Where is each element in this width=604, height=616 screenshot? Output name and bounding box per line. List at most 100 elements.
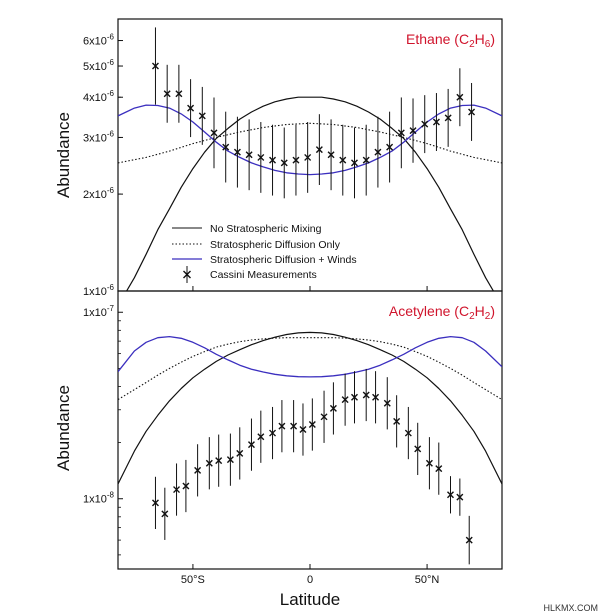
measurement-marker xyxy=(215,457,223,465)
ethane-measurements xyxy=(151,27,476,199)
measurement-point xyxy=(393,395,401,448)
legend-label-diffusion-only: Stratospheric Diffusion Only xyxy=(210,239,341,251)
measurement-point xyxy=(299,403,307,456)
measurement-marker xyxy=(446,491,454,499)
measurement-marker xyxy=(290,422,298,430)
measurement-marker xyxy=(182,482,190,490)
measurement-marker xyxy=(187,104,195,112)
measurement-point xyxy=(362,368,370,422)
measurement-point xyxy=(409,98,417,163)
acetylene-panel-title: Acetylene (C2H2) xyxy=(389,303,495,322)
y-tick-label: 5x10-6 xyxy=(83,58,115,73)
legend-label-diffusion-winds: Stratospheric Diffusion + Winds xyxy=(210,254,357,266)
series-no_mixing xyxy=(125,96,495,291)
measurement-point xyxy=(383,377,391,430)
legend: No Stratospheric Mixing Stratospheric Di… xyxy=(172,223,357,283)
measurement-marker xyxy=(173,486,181,494)
measurement-marker xyxy=(236,449,244,457)
measurement-point xyxy=(444,88,452,147)
legend-swatch-measurements xyxy=(183,266,191,283)
ethane-panel: 1x10-6 2x10-6 3x10-6 4x10-6 5x10-6 6x10-6 Eth… xyxy=(54,18,503,298)
measurement-point xyxy=(210,97,218,169)
measurement-marker xyxy=(280,159,288,167)
measurement-point xyxy=(315,114,323,186)
measurement-marker xyxy=(397,129,405,137)
measurement-point xyxy=(308,398,316,451)
measurement-point xyxy=(257,122,265,193)
measurement-marker xyxy=(151,62,159,70)
measurement-marker xyxy=(210,129,218,137)
measurement-marker xyxy=(329,404,337,412)
measurement-point xyxy=(435,442,443,495)
measurement-marker xyxy=(414,445,422,453)
measurement-point xyxy=(456,68,464,127)
measurement-point xyxy=(163,64,171,123)
measurement-marker xyxy=(304,153,312,161)
measurement-marker xyxy=(163,90,171,98)
measurement-point xyxy=(222,111,230,183)
legend-label-measurements: Cassini Measurements xyxy=(210,269,317,281)
measurement-point xyxy=(456,478,464,516)
measurement-marker xyxy=(161,510,169,518)
measurement-marker xyxy=(257,153,265,161)
measurement-point xyxy=(161,487,169,540)
measurement-point xyxy=(397,97,405,169)
measurement-marker xyxy=(198,112,206,120)
measurement-marker xyxy=(435,465,443,473)
measurement-point xyxy=(198,86,206,145)
y-tick-label: 3x10-6 xyxy=(83,129,115,144)
measurement-marker xyxy=(350,159,358,167)
measurement-point xyxy=(278,400,286,453)
measurement-point xyxy=(446,476,454,514)
measurement-point xyxy=(320,390,328,443)
measurement-marker xyxy=(456,93,464,101)
series-diffusion_winds xyxy=(118,104,502,176)
measurement-marker xyxy=(269,429,277,437)
y-tick-label: 4x10-6 xyxy=(83,89,115,104)
y-tick-label: 1x10-8 xyxy=(83,491,115,506)
measurement-marker xyxy=(320,413,328,421)
acetylene-x-ticks: 50°S 0 50°N xyxy=(181,564,439,586)
y-tick-label: 6x10-6 xyxy=(83,33,115,48)
measurement-point xyxy=(194,444,202,497)
measurement-point xyxy=(257,410,265,463)
x-axis-title: Latitude xyxy=(280,590,341,609)
measurement-point xyxy=(304,122,312,193)
measurement-point xyxy=(350,127,358,199)
measurement-point xyxy=(245,119,253,191)
measurement-point xyxy=(182,459,190,513)
ethane-y-axis-title: Abundance xyxy=(54,112,73,198)
measurement-point xyxy=(173,463,181,516)
measurement-point xyxy=(341,373,349,426)
measurement-marker xyxy=(233,148,241,156)
measurement-marker xyxy=(465,536,473,544)
x-tick-label: 0 xyxy=(307,574,313,586)
measurement-marker xyxy=(194,466,202,474)
measurement-point xyxy=(350,371,358,424)
measurement-marker xyxy=(315,146,323,154)
measurement-marker xyxy=(245,151,253,159)
measurement-point xyxy=(327,119,335,191)
measurement-marker xyxy=(308,421,316,429)
measurement-point xyxy=(269,124,277,196)
x-tick-label: 50°N xyxy=(415,574,440,586)
ethane-model-curves xyxy=(118,96,502,291)
measurement-marker xyxy=(468,108,476,116)
measurement-point xyxy=(151,27,159,105)
ethane-y-ticks: 1x10-6 2x10-6 3x10-6 4x10-6 5x10-6 6x10-6 xyxy=(83,33,428,298)
measurement-marker xyxy=(444,114,452,122)
measurement-point xyxy=(432,93,440,151)
acetylene-y-ticks: 1x10-8 1x10-7 xyxy=(83,304,123,556)
measurement-marker xyxy=(339,156,347,164)
measurement-marker xyxy=(393,417,401,425)
measurement-marker xyxy=(151,499,159,507)
measurement-point xyxy=(404,406,412,460)
measurement-marker xyxy=(205,459,213,467)
measurement-point xyxy=(386,111,394,183)
measurement-point xyxy=(465,515,473,565)
y-tick-label: 2x10-6 xyxy=(83,186,115,201)
measurement-point xyxy=(175,64,183,123)
measurement-point xyxy=(339,124,347,196)
